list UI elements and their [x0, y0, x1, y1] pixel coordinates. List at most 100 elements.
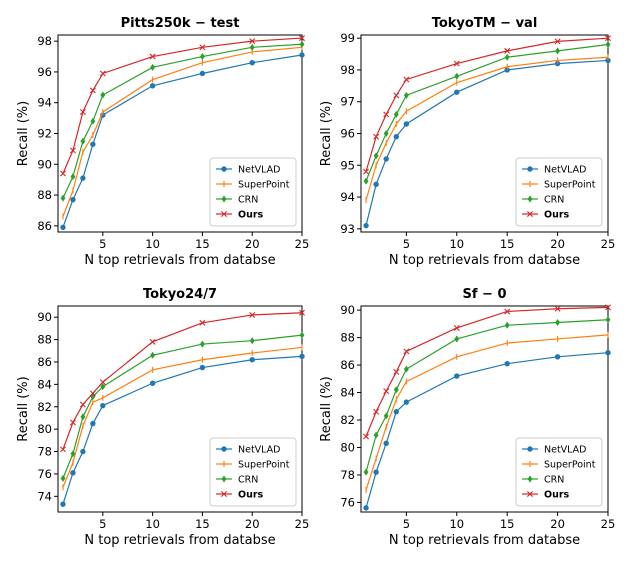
series-netvlad: [363, 349, 611, 511]
data-point: [363, 505, 369, 511]
data-point: [403, 76, 410, 83]
legend-marker: [221, 475, 227, 483]
legend-marker: [527, 211, 533, 217]
data-point: [59, 170, 66, 177]
x-tick-label: 25: [601, 237, 616, 251]
data-point: [504, 308, 511, 315]
legend-entry: SuperPoint: [544, 460, 596, 471]
data-point: [393, 133, 399, 140]
y-tick-label: 84: [340, 386, 355, 400]
data-point: [70, 173, 76, 181]
legend: NetVLAD SuperPoint CRN Ours: [515, 437, 603, 507]
data-point: [100, 383, 106, 391]
legend-marker: [527, 195, 533, 203]
legend-frame: [209, 437, 297, 507]
series-superpoint: [365, 331, 609, 494]
legend-frame: [209, 157, 297, 227]
chart-panel-1: Pitts250k − test 5 10 15 20 25 86 88 90 92 94 96 98 N…: [16, 16, 309, 268]
legend-frame: [515, 437, 603, 507]
legend-marker: [221, 211, 227, 217]
y-tick-label: 92: [37, 127, 52, 141]
y-tick-label: 88: [37, 188, 52, 202]
chart-panel-4: Sf − 0 5 10 15 20 25 76 78 80 82 84 86 88 90 N top ret…: [319, 287, 615, 548]
x-tick-label: 15: [500, 237, 515, 251]
data-point: [80, 413, 86, 421]
data-point: [554, 38, 561, 45]
data-point: [249, 337, 255, 345]
data-point: [100, 402, 106, 409]
x-tick-label: 25: [295, 517, 310, 531]
data-point: [299, 40, 305, 48]
data-point: [90, 141, 96, 147]
legend-entry: NetVLAD: [238, 165, 281, 176]
data-point: [150, 351, 156, 359]
data-point: [383, 440, 389, 447]
y-axis-label: Recall (%): [319, 376, 334, 441]
data-point: [555, 47, 561, 55]
data-point: [149, 83, 156, 89]
legend-entry: Ours: [238, 210, 264, 221]
data-point: [403, 348, 410, 355]
data-point: [554, 354, 561, 360]
data-point: [80, 137, 86, 145]
data-point: [79, 108, 86, 115]
y-tick-label: 80: [340, 440, 355, 454]
data-point: [70, 450, 76, 458]
data-point: [299, 309, 305, 316]
data-point: [70, 470, 76, 476]
data-point: [373, 181, 379, 188]
data-point: [363, 222, 369, 229]
data-point: [393, 110, 399, 118]
legend-entry: NetVLAD: [544, 165, 587, 176]
series-line: [365, 37, 609, 172]
data-point: [299, 353, 305, 360]
legend-marker: [527, 491, 533, 497]
x-tick-label: 10: [145, 237, 160, 251]
series-crn: [60, 331, 305, 482]
x-axis-label: N top retrievals from databse: [84, 533, 275, 548]
y-tick-label: 94: [37, 96, 52, 110]
data-point: [453, 60, 460, 67]
data-point: [605, 41, 611, 49]
data-point: [605, 316, 611, 324]
y-tick-label: 76: [37, 467, 52, 481]
x-tick-label: 10: [449, 237, 464, 251]
series-crn: [363, 41, 611, 185]
series-netvlad: [60, 353, 305, 507]
data-point: [373, 152, 379, 160]
data-point: [149, 53, 156, 60]
data-point: [504, 360, 510, 367]
data-point: [299, 331, 305, 339]
data-point: [89, 390, 96, 397]
data-point: [69, 419, 76, 426]
data-point: [249, 311, 256, 318]
y-tick-label: 82: [340, 413, 355, 427]
series-crn: [60, 40, 305, 202]
data-point: [363, 468, 369, 476]
data-point: [59, 446, 66, 453]
y-tick-label: 78: [340, 468, 355, 482]
x-axis-label: N top retrievals from databse: [84, 253, 275, 268]
x-tick-label: 15: [195, 237, 210, 251]
data-point: [403, 365, 409, 373]
data-point: [403, 91, 409, 99]
legend-marker: [527, 166, 533, 172]
y-tick-label: 99: [340, 31, 355, 45]
data-point: [454, 72, 460, 80]
y-tick-label: 88: [340, 331, 355, 345]
data-point: [199, 319, 206, 326]
plot-frame: [57, 305, 303, 513]
legend-entry: NetVLAD: [238, 445, 281, 456]
y-tick-label: 86: [37, 219, 52, 233]
plot-frame: [360, 305, 609, 513]
y-tick-label: 98: [37, 34, 52, 48]
y-tick-label: 88: [37, 333, 52, 347]
legend-entry: SuperPoint: [238, 180, 290, 191]
legend-frame: [515, 157, 603, 227]
data-point: [454, 89, 460, 95]
data-point: [100, 91, 106, 99]
data-point: [403, 399, 410, 405]
data-point: [453, 324, 460, 331]
data-point: [249, 60, 255, 66]
data-point: [605, 349, 611, 356]
